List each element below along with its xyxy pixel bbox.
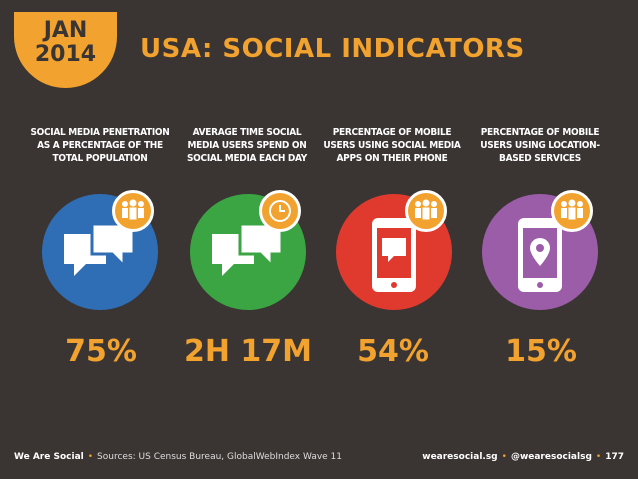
date-badge: JAN 2014 <box>14 12 117 88</box>
indicator-1-label: SOCIAL MEDIA PENETRATION AS A PERCENTAGE… <box>30 127 170 164</box>
people-icon <box>561 199 583 220</box>
indicator-1: SOCIAL MEDIA PENETRATION AS A PERCENTAGE… <box>30 126 170 186</box>
people-icon <box>415 199 437 220</box>
footer-site[interactable]: wearesocial.sg <box>422 452 498 462</box>
phone-chat-icon <box>372 218 416 292</box>
phone-location-icon <box>518 218 562 292</box>
indicator-2-value: 2H 17M <box>183 334 313 369</box>
indicator-4-circle <box>482 194 598 310</box>
indicator-4-value: 15% <box>505 334 577 369</box>
indicator-2-label: AVERAGE TIME SOCIAL MEDIA USERS SPEND ON… <box>187 127 307 164</box>
indicator-3: PERCENTAGE OF MOBILE USERS USING SOCIAL … <box>322 126 462 186</box>
footer-left: We Are Social • Sources: US Census Bureau,… <box>14 452 343 462</box>
indicator-3-badge <box>405 190 447 232</box>
indicator-3-label: PERCENTAGE OF MOBILE USERS USING SOCIAL … <box>323 127 461 164</box>
people-icon <box>122 199 144 220</box>
page-number: 177 <box>605 452 624 462</box>
footer-handle[interactable]: @wearesocialsg <box>510 452 592 462</box>
date-year: 2014 <box>34 42 97 67</box>
clock-icon <box>269 200 291 222</box>
date-month: JAN <box>43 18 88 43</box>
indicator-2-badge <box>259 190 301 232</box>
indicator-4-badge <box>551 190 593 232</box>
speech-bubbles-icon <box>64 222 136 276</box>
indicator-4: PERCENTAGE OF MOBILE USERS USING LOCATIO… <box>470 126 610 186</box>
indicator-4-label: PERCENTAGE OF MOBILE USERS USING LOCATIO… <box>480 127 600 164</box>
footer-brand: We Are Social <box>14 452 84 462</box>
indicator-3-value: 54% <box>357 334 429 369</box>
footer-right: wearesocial.sg • @wearesocialsg • 177 <box>422 452 624 462</box>
indicator-1-value: 75% <box>65 334 137 369</box>
page-title: USA: SOCIAL INDICATORS <box>140 34 525 64</box>
indicator-2: AVERAGE TIME SOCIAL MEDIA USERS SPEND ON… <box>177 126 317 186</box>
footer-sources: Sources: US Census Bureau, GlobalWebInde… <box>97 452 343 462</box>
indicator-1-badge <box>112 190 154 232</box>
